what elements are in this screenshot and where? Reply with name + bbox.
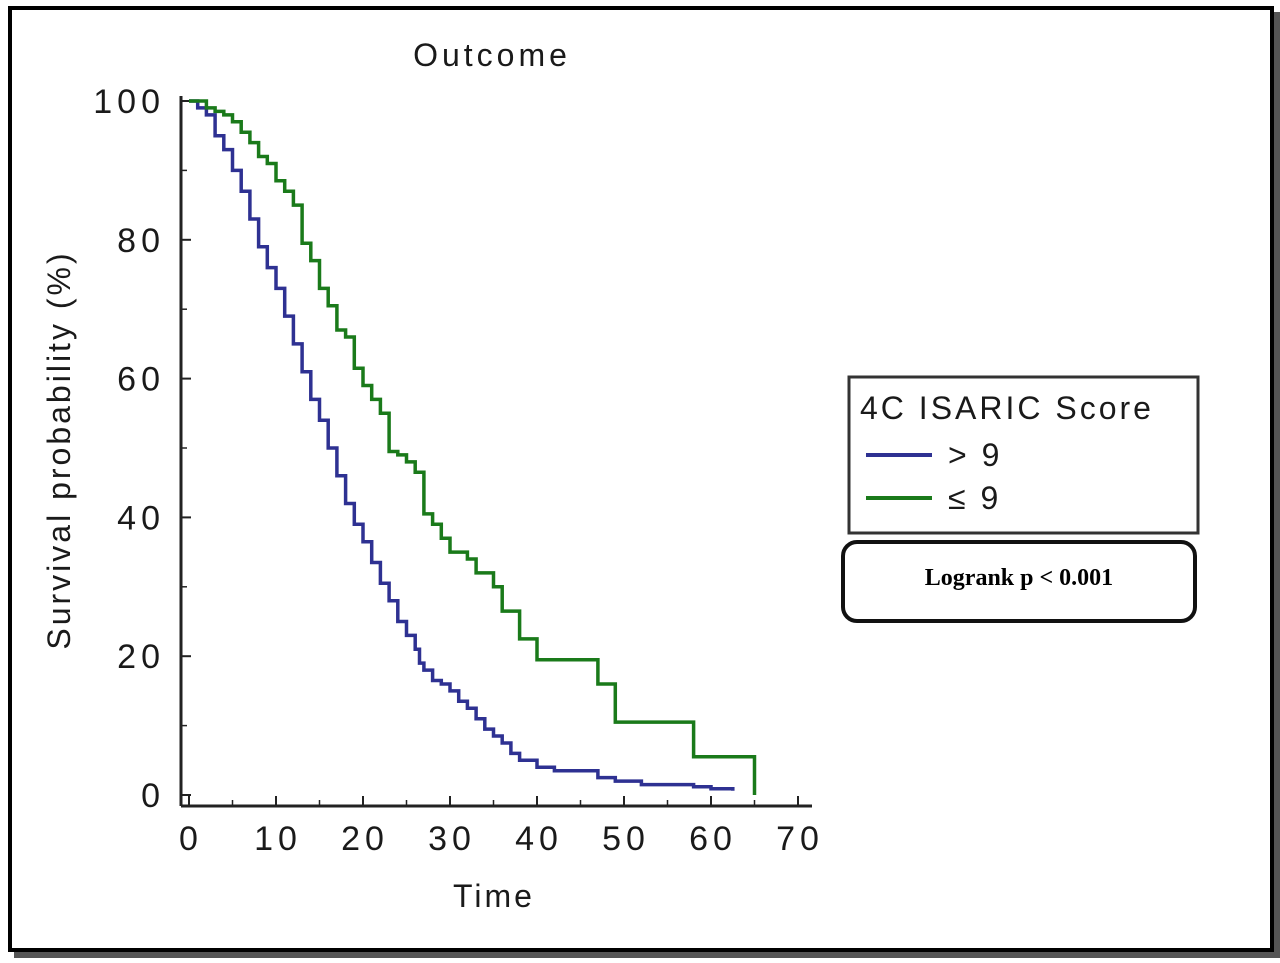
x-tick-label: 10	[254, 820, 302, 858]
logrank-box	[841, 540, 1197, 623]
x-tick-label: 70	[776, 820, 824, 858]
x-tick-label: 40	[515, 820, 563, 858]
x-axis-label: Time	[453, 878, 535, 914]
y-tick-label: 100	[93, 83, 165, 121]
x-tick-group: 0 10 20 30 40 50 60 70	[179, 796, 824, 858]
survival-curve-le9	[189, 99, 757, 795]
legend-title: 4C ISARIC Score	[860, 390, 1154, 426]
y-tick-label: 0	[141, 777, 165, 815]
x-tick-label: 60	[689, 820, 737, 858]
logrank-annotation: Logrank p < 0.001	[841, 540, 1197, 623]
axes	[179, 96, 812, 808]
y-tick-label: 20	[117, 638, 165, 676]
chart-title: Outcome	[413, 37, 571, 73]
legend: 4C ISARIC Score > 9 ≤ 9	[847, 375, 1200, 535]
x-tick-label: 30	[428, 820, 476, 858]
x-tick-label: 50	[602, 820, 650, 858]
legend-label-gt9: > 9	[948, 437, 1002, 473]
y-axis-label: Survival probability (%)	[41, 250, 77, 649]
survival-curve-gt9	[189, 99, 735, 791]
series-group	[189, 99, 757, 795]
legend-label-le9: ≤ 9	[948, 480, 1001, 516]
x-tick-label: 0	[179, 820, 203, 858]
y-tick-group: 0 20 40 60 80 100	[93, 83, 191, 815]
y-tick-label: 80	[117, 222, 165, 260]
y-tick-label: 60	[117, 361, 165, 399]
logrank-text: Logrank p < 0.001	[925, 565, 1113, 591]
x-tick-label: 20	[341, 820, 389, 858]
y-tick-label: 40	[117, 499, 165, 537]
